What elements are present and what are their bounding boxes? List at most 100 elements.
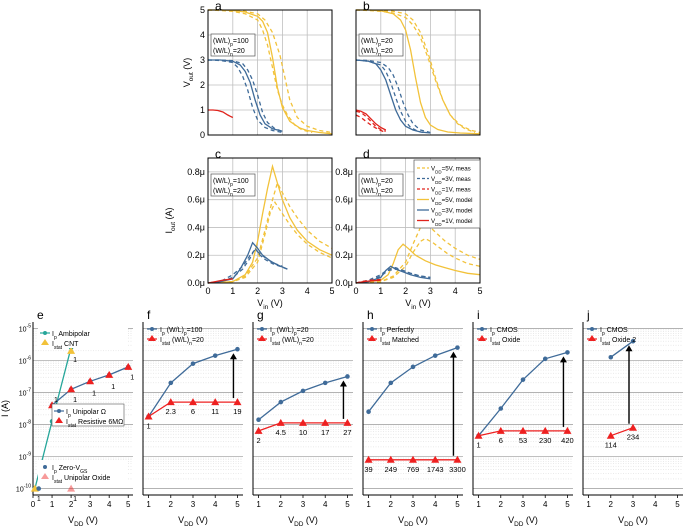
series-line [355,265,431,284]
y-tick-label: 0.0μ [335,278,353,288]
y-tick-label: 10-9 [19,452,31,462]
panel-label: h [367,308,374,322]
legend-label: Istat Matched [380,337,419,347]
x-axis-label: VDD (V) [618,515,648,528]
x-tick-label: 3 [301,500,306,509]
ip-point [520,377,526,382]
x-axis-label: VDD (V) [398,515,428,528]
data-point [36,486,42,491]
x-axis-label: VDD (V) [178,515,208,528]
y-tick-label: 0.8μ [335,167,353,177]
y-tick-label: 10-10 [16,484,31,494]
y-axis-label: I (A) [0,400,10,417]
annotation-text: (W/L)p=100 [213,38,249,48]
legend-swatch [57,409,61,413]
ratio-label: 53 [519,436,527,445]
ip-point [168,380,174,386]
ratio-label: 2.3 [166,407,176,416]
x-tick-label: 4 [543,500,548,509]
istat-point [254,426,263,434]
point-label: 1 [130,374,134,381]
axes-frame [355,9,481,136]
series-line [356,9,481,134]
legend-swatch [148,335,156,341]
istat-point [453,455,462,463]
series-line [356,9,481,135]
series-line [355,59,431,134]
istat-point [629,423,637,431]
point-label: 1 [73,397,77,404]
x-tick-label: 5 [235,500,240,509]
istat-line [610,427,634,437]
ratio-label: 234 [627,433,640,442]
x-tick-label: 1 [50,500,55,509]
y-tick-label: 3 [200,55,205,65]
legend-swatch [480,327,484,331]
x-tick-label: 5 [126,500,131,509]
point-label: 1 [37,496,41,503]
axes-frame [207,9,333,136]
legend-label: Ip Ambipolar [52,331,91,341]
x-tick-label: 0 [353,286,358,296]
y-tick-label: 10-7 [19,387,31,397]
legend-swatch [43,331,47,335]
x-axis-label: VDD (V) [288,515,318,528]
y-tick-label: 0.2μ [335,250,353,260]
legend-swatch [260,327,264,331]
ratio-label: 27 [343,428,351,437]
x-tick-label: 4 [305,286,310,296]
annotation-box [358,33,404,57]
x-tick-label: 2 [279,500,284,509]
istat-point [431,455,440,463]
x-tick-label: 1 [366,500,371,509]
legend-label: Ip CMOS [600,327,628,337]
y-tick-label: 2 [200,80,205,90]
x-tick-label: 2 [499,500,504,509]
x-tick-label: 1 [378,286,383,296]
ratio-label: 6 [191,407,195,416]
annotation-text: (W/L)p=100 [213,178,249,188]
istat-point [519,426,527,434]
point-label: 1 [92,390,96,397]
ip-point [212,353,218,358]
annotation-box [210,173,256,197]
series-line [208,59,283,132]
panel-a: 0 1 2 3 4 5 a (W/L)p=100(W/L)n=20 Vout (V) [182,0,333,140]
legend-label: Ip (W/L)p=20 [270,327,309,337]
x-tick-label: 4 [433,500,438,509]
istat-point [276,418,285,426]
data-point [124,362,133,370]
legend-swatch [478,335,486,341]
x-tick-label: 0 [205,286,210,296]
series-line [355,237,481,284]
istat-point [343,418,352,426]
legend-swatch [588,335,596,341]
legend-label: VDD=1V, meas [431,187,471,196]
ratio-label: 114 [605,441,617,450]
series-line [355,9,476,134]
x-tick-label: 2 [169,500,174,509]
legend-label: Istat Oxide 2 [600,337,636,347]
y-axis-label: Iout (A) [164,207,177,233]
legend-label: Ip (W/L)p=100 [160,327,203,337]
x-axis-label: Vin (V) [257,298,283,311]
annotation-box [210,33,256,57]
y-tick-label: 0.6μ [187,195,205,205]
istat-point [474,431,483,439]
istat-point [409,455,417,463]
x-tick-label: 5 [345,500,350,509]
ip-point [608,354,614,360]
ip-point [235,346,240,352]
y-tick-label: 10-6 [19,355,31,365]
x-axis-label: VDD (V) [68,515,98,528]
x-tick-label: 4 [213,500,218,509]
series-line [355,220,481,284]
istat-point [233,398,242,406]
ratio-label: 3300 [449,465,466,474]
series-line [355,114,387,134]
x-tick-label: 0 [31,500,36,509]
ip-point [190,361,196,366]
x-tick-label: 2 [609,500,614,509]
legend-swatch [43,465,47,469]
